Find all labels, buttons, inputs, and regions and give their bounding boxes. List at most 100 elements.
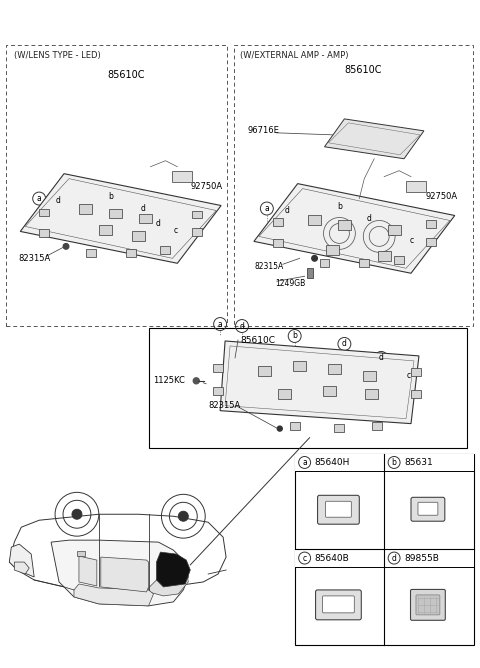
Polygon shape xyxy=(79,556,97,586)
Bar xyxy=(258,366,271,376)
Text: 1125KC: 1125KC xyxy=(154,376,185,385)
Bar xyxy=(308,216,321,226)
Text: 85640B: 85640B xyxy=(314,554,349,562)
Text: b: b xyxy=(292,331,297,341)
Polygon shape xyxy=(148,570,188,596)
Text: b: b xyxy=(337,202,342,211)
Polygon shape xyxy=(254,184,455,273)
Text: d: d xyxy=(140,204,145,213)
Text: c: c xyxy=(407,371,411,380)
Text: d: d xyxy=(156,219,161,228)
Text: c: c xyxy=(173,226,178,235)
Circle shape xyxy=(193,378,199,384)
Text: 1249GB: 1249GB xyxy=(275,279,305,288)
Circle shape xyxy=(277,426,282,431)
Bar xyxy=(139,214,152,224)
Bar xyxy=(290,422,300,430)
Bar xyxy=(323,386,336,395)
Bar xyxy=(79,204,92,214)
Text: a: a xyxy=(37,194,42,203)
Text: 89855B: 89855B xyxy=(404,554,439,562)
Text: 82315A: 82315A xyxy=(18,254,50,263)
Text: d: d xyxy=(240,321,244,331)
Bar xyxy=(213,364,223,372)
Bar xyxy=(77,551,85,556)
Bar xyxy=(6,45,227,326)
Circle shape xyxy=(312,256,317,261)
Bar xyxy=(384,454,474,472)
Bar xyxy=(426,238,436,246)
Text: 92750A: 92750A xyxy=(426,192,458,201)
Text: 85610C: 85610C xyxy=(345,65,382,75)
Polygon shape xyxy=(156,552,190,587)
Text: 85610C: 85610C xyxy=(240,336,275,345)
Text: d: d xyxy=(379,353,384,363)
Bar xyxy=(326,245,339,255)
Text: a: a xyxy=(218,319,223,329)
Text: 82315A: 82315A xyxy=(208,401,240,410)
Bar xyxy=(293,361,306,371)
Bar xyxy=(411,389,421,397)
Text: c: c xyxy=(410,236,414,245)
FancyBboxPatch shape xyxy=(318,496,360,524)
Bar xyxy=(426,220,436,228)
Text: d: d xyxy=(390,229,395,238)
Bar xyxy=(86,249,96,257)
Bar xyxy=(126,249,136,257)
Text: (W/LENS TYPE - LED): (W/LENS TYPE - LED) xyxy=(14,51,101,60)
Text: b: b xyxy=(108,192,113,201)
Bar xyxy=(295,454,474,645)
Bar xyxy=(295,454,384,472)
Bar xyxy=(273,239,283,247)
Bar xyxy=(378,251,391,261)
Text: a: a xyxy=(302,458,307,467)
Text: d: d xyxy=(342,339,347,349)
Bar xyxy=(372,422,382,430)
Bar xyxy=(39,229,49,237)
Text: 96716E: 96716E xyxy=(248,126,280,136)
Bar xyxy=(213,387,223,395)
FancyBboxPatch shape xyxy=(325,501,351,517)
Circle shape xyxy=(63,244,69,249)
Bar xyxy=(192,210,202,218)
Bar xyxy=(273,218,283,226)
Bar xyxy=(338,220,351,230)
FancyBboxPatch shape xyxy=(323,596,354,613)
Polygon shape xyxy=(220,341,419,424)
Text: 85631: 85631 xyxy=(404,458,433,467)
FancyBboxPatch shape xyxy=(411,497,445,521)
Text: a: a xyxy=(264,204,269,213)
Circle shape xyxy=(72,509,82,519)
Polygon shape xyxy=(14,562,29,574)
Text: d: d xyxy=(284,206,289,215)
Bar xyxy=(335,424,344,432)
Polygon shape xyxy=(9,544,34,577)
Bar xyxy=(307,269,312,279)
Bar xyxy=(328,364,341,374)
Text: d: d xyxy=(56,196,60,205)
Polygon shape xyxy=(20,174,221,263)
Bar xyxy=(234,45,473,326)
Polygon shape xyxy=(101,557,148,592)
Polygon shape xyxy=(51,540,188,606)
Bar xyxy=(394,257,404,265)
Bar xyxy=(360,259,369,267)
Bar xyxy=(172,171,192,182)
FancyBboxPatch shape xyxy=(418,502,438,515)
Bar xyxy=(406,180,426,192)
FancyBboxPatch shape xyxy=(410,589,445,621)
Bar xyxy=(278,389,291,399)
Bar xyxy=(192,228,202,236)
Text: c: c xyxy=(302,554,307,562)
Text: d: d xyxy=(392,554,396,562)
Bar xyxy=(388,226,401,235)
FancyBboxPatch shape xyxy=(416,595,440,615)
Bar xyxy=(109,208,122,218)
Circle shape xyxy=(179,511,188,521)
Bar xyxy=(99,226,112,235)
Bar xyxy=(148,328,467,448)
Bar xyxy=(384,549,474,567)
FancyBboxPatch shape xyxy=(315,590,361,620)
Text: 92750A: 92750A xyxy=(190,182,222,191)
Bar xyxy=(132,231,145,241)
